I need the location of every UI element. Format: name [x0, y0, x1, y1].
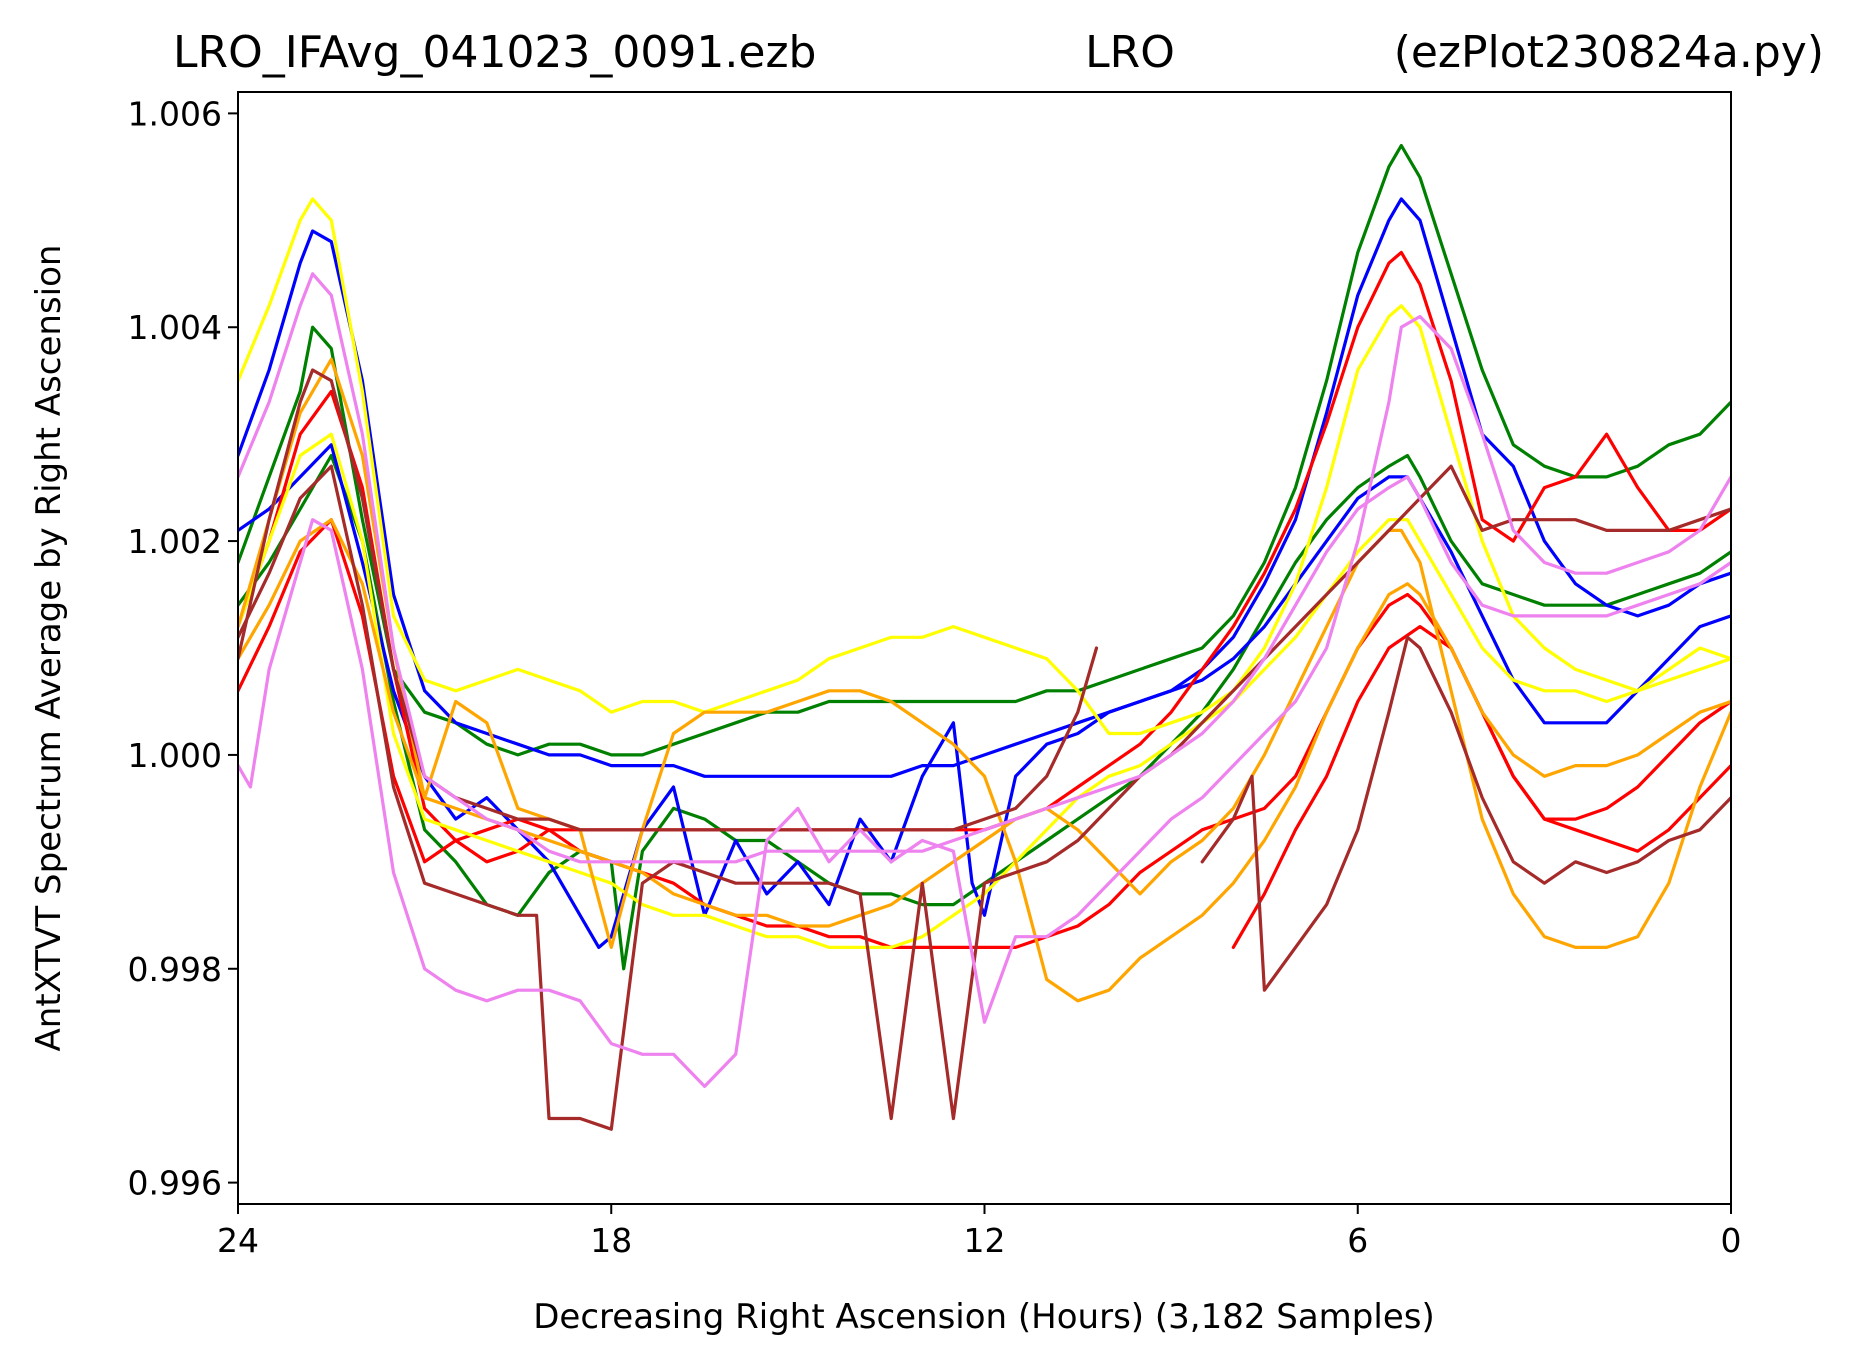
chart-title-left: LRO_IFAvg_041023_0091.ezb	[173, 27, 816, 78]
y-tick-label: 1.000	[128, 736, 222, 775]
x-tick-label: 6	[1347, 1221, 1368, 1260]
chart-title-right: (ezPlot230824a.py)	[1394, 27, 1824, 78]
y-tick-label: 0.998	[128, 950, 222, 989]
x-tick-label: 12	[964, 1221, 1006, 1260]
y-axis-label: AntXTVT Spectrum Average by Right Ascens…	[29, 245, 69, 1052]
series-layer	[238, 143, 1731, 1131]
chart-title-center: LRO	[1085, 27, 1175, 78]
y-tick-label: 1.006	[128, 94, 222, 133]
series-line-3	[238, 197, 1731, 778]
x-tick-label: 24	[217, 1221, 259, 1260]
series-line-1	[238, 143, 1731, 757]
series-line-14	[1200, 635, 1731, 992]
series-line-10	[238, 357, 1731, 1003]
y-axis: 0.996 0.998 1.000 1.002 1.004 1.006	[128, 94, 238, 1203]
series-line-13	[238, 464, 1731, 1131]
y-tick-label: 1.002	[128, 522, 222, 561]
x-tick-label: 18	[590, 1221, 632, 1260]
y-tick-label: 0.996	[128, 1164, 222, 1203]
y-tick-label: 1.004	[128, 308, 222, 347]
series-line-15	[238, 314, 1731, 1089]
series-line-12	[238, 368, 1099, 832]
x-tick-label: 0	[1721, 1221, 1742, 1260]
series-line-16	[238, 272, 1731, 864]
x-axis: 24 18 12 6 0	[217, 1204, 1742, 1260]
x-axis-label: Decreasing Right Ascension (Hours) (3,18…	[533, 1297, 1434, 1337]
